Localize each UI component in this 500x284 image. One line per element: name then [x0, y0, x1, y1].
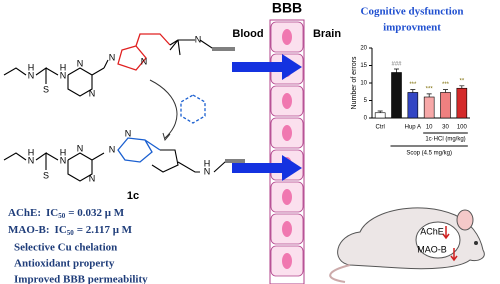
- y-tick-label: 0: [364, 116, 368, 122]
- atom: N: [109, 144, 116, 154]
- error-bar: [410, 89, 416, 93]
- atom: N: [28, 155, 35, 165]
- atom: N: [89, 88, 96, 98]
- atom: H: [60, 147, 67, 157]
- activity: MAO-B: IC50 = 2.117 μ M: [8, 224, 133, 237]
- bar: [407, 92, 419, 119]
- brain-label: Brain: [313, 28, 341, 40]
- property: Antioxidant property: [14, 258, 115, 270]
- y-tick-label: 10: [360, 81, 367, 87]
- atom: H: [60, 62, 67, 72]
- mouse-label: MAO-B: [417, 244, 447, 254]
- chart-title: improvment: [383, 22, 441, 34]
- bar: [374, 112, 386, 119]
- property: Selective Cu chelation: [14, 242, 117, 254]
- value-label: ***: [442, 82, 450, 88]
- activity-part: MAO-B:: [8, 224, 50, 236]
- atom: N: [109, 52, 116, 62]
- molecule-bottom: [3, 137, 245, 182]
- property: Improved BBB permeability: [14, 274, 148, 284]
- y-tick-label: 5: [364, 98, 368, 104]
- chart-title: Cognitive dysfunction: [361, 6, 464, 18]
- x-tick-label: 10: [426, 125, 433, 131]
- group-label: 1c·HCl (mg/kg): [425, 137, 465, 143]
- group-label: Scop (4.5 mg/kg): [406, 151, 452, 157]
- atom: N: [28, 70, 35, 80]
- error-bar: [377, 110, 383, 113]
- value-label: ***: [426, 86, 434, 92]
- blood-label: Blood: [232, 28, 263, 40]
- activity-part: IC: [46, 207, 58, 219]
- bar: [440, 92, 451, 119]
- y-tick-label: 15: [360, 63, 367, 69]
- atom: N: [77, 143, 84, 153]
- activity-part: AChE:: [8, 207, 41, 219]
- error-bar: [394, 68, 399, 73]
- atom: N: [141, 56, 148, 66]
- error-bar: [443, 89, 448, 93]
- x-tick-label: Hup A: [405, 125, 421, 131]
- activity-part: = 0.032 μ M: [68, 207, 125, 219]
- atom: N: [60, 155, 67, 165]
- activity-part: 50: [58, 212, 66, 220]
- x-tick-label: Ctrl: [375, 125, 384, 131]
- atom: N: [77, 58, 84, 68]
- activity-part: IC: [55, 224, 67, 236]
- atom: H: [28, 147, 35, 157]
- atom: H: [28, 62, 35, 72]
- bar: [391, 72, 402, 119]
- mouse-label: AChE: [420, 226, 444, 236]
- bbb-label: BBB: [272, 0, 302, 16]
- y-axis-label: Number of errors: [351, 56, 358, 109]
- compound-label: 1c: [127, 190, 139, 202]
- error-bar: [426, 93, 432, 97]
- activity-part: = 2.117 μ M: [77, 224, 133, 236]
- atom: H: [204, 158, 211, 168]
- y-tick-label: 20: [360, 46, 367, 52]
- molecule-top: [3, 33, 235, 142]
- arrows: [232, 54, 302, 181]
- activity-part: 50: [67, 229, 75, 237]
- bar: [456, 87, 468, 119]
- value-label: ###: [391, 62, 402, 68]
- activity: AChE: IC50 = 0.032 μ M: [8, 207, 125, 220]
- value-label: ***: [409, 82, 417, 88]
- atom: N: [195, 34, 202, 44]
- bar: [423, 96, 435, 119]
- value-label: **: [459, 78, 464, 84]
- atom: N: [89, 173, 96, 183]
- x-tick-label: 30: [442, 125, 449, 131]
- atom: N: [125, 128, 132, 138]
- atom: S: [43, 84, 49, 94]
- error-bar: [459, 85, 465, 89]
- atom: N: [60, 70, 67, 80]
- mouse: [329, 207, 485, 283]
- atom: S: [43, 170, 49, 180]
- atom: N: [204, 166, 211, 176]
- x-tick-label: 100: [457, 125, 468, 131]
